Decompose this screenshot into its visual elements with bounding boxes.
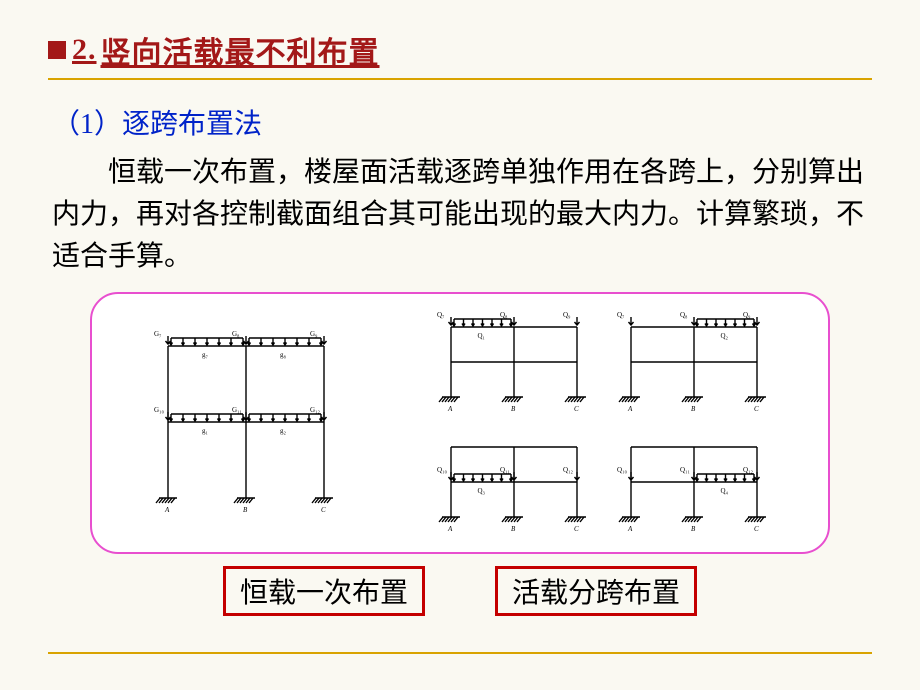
live-load-diagrams-grid: Q₇Q₈Q₉Q₁ABCQ₇Q₈Q₉Q₂ABCQ₁₀Q₁₁Q₁₂Q₃ABCQ₁₀Q… xyxy=(424,308,774,538)
svg-text:Q₉: Q₉ xyxy=(563,311,571,319)
svg-text:Q₉: Q₉ xyxy=(743,311,751,319)
live-load-diagram: Q₁₀ Q₁₁ Q₁₂ Q₃ A B C xyxy=(429,429,589,537)
svg-text:A: A xyxy=(164,506,170,514)
svg-text:g₁: g₁ xyxy=(202,427,208,435)
heading-text: 竖向活载最不利布置 xyxy=(101,28,380,72)
svg-text:Q₁₂: Q₁₂ xyxy=(743,466,753,474)
svg-text:G₁₁: G₁₁ xyxy=(232,406,242,414)
svg-text:B: B xyxy=(691,525,696,533)
live-load-diagram: Q₇ Q₈ Q₉ Q₁ A B C xyxy=(429,309,589,417)
svg-text:G₈: G₈ xyxy=(232,330,240,338)
svg-text:G₉: G₉ xyxy=(310,330,318,338)
svg-text:B: B xyxy=(691,405,696,413)
svg-text:G₁₀: G₁₀ xyxy=(154,406,164,414)
svg-text:Q₂: Q₂ xyxy=(721,332,729,340)
svg-text:B: B xyxy=(511,405,516,413)
svg-text:Q₁₁: Q₁₁ xyxy=(680,466,690,474)
svg-text:Q₃: Q₃ xyxy=(478,487,486,495)
svg-text:Q₁₂: Q₁₂ xyxy=(563,466,573,474)
live-load-diagram: Q₁₀ Q₁₁ Q₁₂ Q₄ A B C xyxy=(609,429,769,537)
svg-text:A: A xyxy=(447,405,453,413)
svg-text:B: B xyxy=(243,506,248,514)
heading-number: 2. xyxy=(72,33,97,67)
svg-text:A: A xyxy=(627,525,633,533)
svg-text:Q₁₀: Q₁₀ xyxy=(437,466,447,474)
dead-load-diagram: G₇ G₈ G₉ g₇ g₈ G₁₀ G₁₁ G₁₂ g₁ g₂ A B C xyxy=(146,328,336,518)
svg-text:C: C xyxy=(574,405,579,413)
bullet-square-icon xyxy=(48,41,66,59)
svg-text:A: A xyxy=(447,525,453,533)
svg-text:G₁₂: G₁₂ xyxy=(310,406,320,414)
svg-text:G₇: G₇ xyxy=(154,330,162,338)
svg-text:Q₈: Q₈ xyxy=(680,311,688,319)
svg-text:g₈: g₈ xyxy=(280,351,287,359)
svg-text:Q₇: Q₇ xyxy=(437,311,445,319)
svg-text:C: C xyxy=(321,506,326,514)
diagram-container: G₇G₈G₉g₇g₈G₁₀G₁₁G₁₂g₁g₂ABC Q₇Q₈Q₉Q₁ABCQ₇… xyxy=(90,292,830,554)
svg-text:B: B xyxy=(511,525,516,533)
svg-text:Q₁₁: Q₁₁ xyxy=(500,466,510,474)
footer-divider xyxy=(48,652,872,654)
svg-text:C: C xyxy=(574,525,579,533)
section-heading: 2. 竖向活载最不利布置 xyxy=(48,28,872,80)
svg-text:C: C xyxy=(754,525,759,533)
svg-text:Q₁₀: Q₁₀ xyxy=(617,466,627,474)
svg-text:Q₄: Q₄ xyxy=(721,487,729,495)
svg-text:Q₇: Q₇ xyxy=(617,311,625,319)
svg-text:C: C xyxy=(754,405,759,413)
subsection-title: （1）逐跨布置法 xyxy=(52,102,872,142)
diagram-labels-row: 恒载一次布置 活载分跨布置 xyxy=(48,566,872,616)
label-live-load: 活载分跨布置 xyxy=(495,566,697,616)
live-load-diagram: Q₇ Q₈ Q₉ Q₂ A B C xyxy=(609,309,769,417)
svg-text:Q₁: Q₁ xyxy=(478,332,486,340)
label-dead-load: 恒载一次布置 xyxy=(223,566,425,616)
svg-text:Q₈: Q₈ xyxy=(500,311,508,319)
svg-text:g₂: g₂ xyxy=(280,427,287,435)
svg-text:A: A xyxy=(627,405,633,413)
body-paragraph: 恒载一次布置，楼屋面活载逐跨单独作用在各跨上，分别算出内力，再对各控制截面组合其… xyxy=(52,152,868,278)
svg-text:g₇: g₇ xyxy=(202,351,209,359)
